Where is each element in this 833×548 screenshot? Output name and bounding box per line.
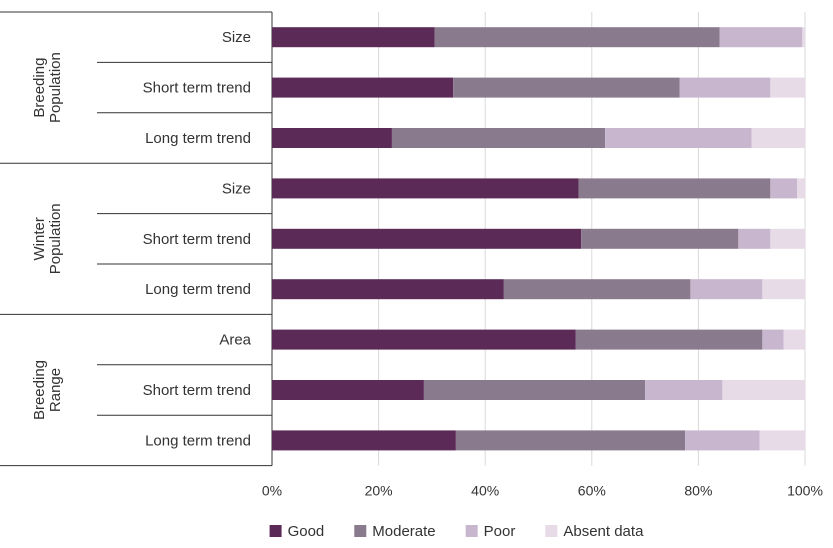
category-label: Long term trend bbox=[145, 281, 251, 298]
bar-good bbox=[272, 27, 435, 48]
bar-moderate bbox=[455, 430, 686, 451]
bar-moderate bbox=[434, 27, 720, 48]
group-label-line: Breeding bbox=[31, 58, 48, 118]
bar-poor bbox=[719, 27, 803, 48]
bar-poor bbox=[762, 329, 784, 350]
bar-good bbox=[272, 178, 579, 199]
legend-label: Absent data bbox=[563, 523, 644, 540]
x-tick-label: 100% bbox=[787, 483, 823, 499]
bars bbox=[272, 27, 805, 451]
bar-absent-data bbox=[783, 329, 805, 350]
bar-absent-data bbox=[802, 27, 805, 48]
bar-absent-data bbox=[722, 380, 805, 400]
group-label-line: Population bbox=[47, 52, 64, 123]
x-tick-label: 20% bbox=[365, 483, 393, 499]
legend: Good Moderate Poor Absent data bbox=[269, 523, 644, 540]
bar-poor bbox=[685, 430, 760, 451]
bar-absent-data bbox=[759, 430, 805, 451]
x-tick-label: 60% bbox=[578, 483, 606, 499]
bar-poor bbox=[690, 279, 763, 300]
legend-label: Poor bbox=[484, 523, 516, 540]
group-label-line: Population bbox=[47, 203, 64, 274]
bar-poor bbox=[738, 228, 771, 249]
bar-good bbox=[272, 329, 576, 350]
legend-swatch bbox=[465, 525, 478, 537]
category-label: Long term trend bbox=[145, 130, 251, 147]
legend-swatch bbox=[269, 525, 282, 537]
bar-poor bbox=[645, 380, 723, 400]
bar-poor bbox=[605, 128, 752, 148]
group-labels: BreedingPopulationWinterPopulationBreedi… bbox=[31, 52, 64, 420]
x-tick-label: 0% bbox=[262, 483, 282, 499]
bar-good bbox=[272, 279, 504, 300]
category-label: Area bbox=[219, 332, 251, 349]
legend-swatch bbox=[354, 525, 367, 537]
bar-absent-data bbox=[797, 178, 805, 199]
category-label: Long term trend bbox=[145, 432, 251, 449]
category-label: Size bbox=[222, 180, 251, 197]
bar-moderate bbox=[423, 380, 646, 400]
bar-moderate bbox=[581, 228, 739, 249]
bar-moderate bbox=[575, 329, 763, 350]
category-label: Size bbox=[222, 29, 251, 46]
group-label-line: Range bbox=[47, 368, 64, 412]
bar-moderate bbox=[503, 279, 691, 300]
bar-absent-data bbox=[770, 228, 805, 249]
group-label-line: Winter bbox=[31, 217, 48, 260]
group-label: BreedingRange bbox=[31, 360, 64, 420]
x-tick-label: 40% bbox=[471, 483, 499, 499]
group-label: BreedingPopulation bbox=[31, 52, 64, 123]
bar-good bbox=[272, 380, 424, 400]
group-label: WinterPopulation bbox=[31, 203, 64, 274]
bar-good bbox=[272, 128, 392, 148]
legend-label: Moderate bbox=[372, 523, 435, 540]
bar-poor bbox=[679, 77, 771, 98]
bar-good bbox=[272, 430, 456, 451]
category-label: Short term trend bbox=[143, 231, 251, 248]
x-axis-ticks: 0% 20% 40% 60% 80% 100% bbox=[262, 483, 823, 499]
bar-moderate bbox=[391, 128, 606, 148]
bar-good bbox=[272, 228, 582, 249]
bar-absent-data bbox=[770, 77, 805, 98]
bar-absent-data bbox=[762, 279, 805, 300]
legend-swatch bbox=[545, 525, 558, 537]
bar-moderate bbox=[578, 178, 771, 199]
group-label-line: Breeding bbox=[31, 360, 48, 420]
bar-poor bbox=[770, 178, 798, 199]
bar-absent-data bbox=[751, 128, 805, 148]
bar-good bbox=[272, 77, 454, 98]
bar-moderate bbox=[453, 77, 680, 98]
x-tick-label: 80% bbox=[684, 483, 712, 499]
category-label: Short term trend bbox=[143, 382, 251, 399]
category-label: Short term trend bbox=[143, 80, 251, 97]
row-separators bbox=[0, 11, 272, 467]
legend-label: Good bbox=[288, 523, 325, 540]
category-labels: Size Short term trend Long term trend Size S… bbox=[143, 29, 252, 449]
